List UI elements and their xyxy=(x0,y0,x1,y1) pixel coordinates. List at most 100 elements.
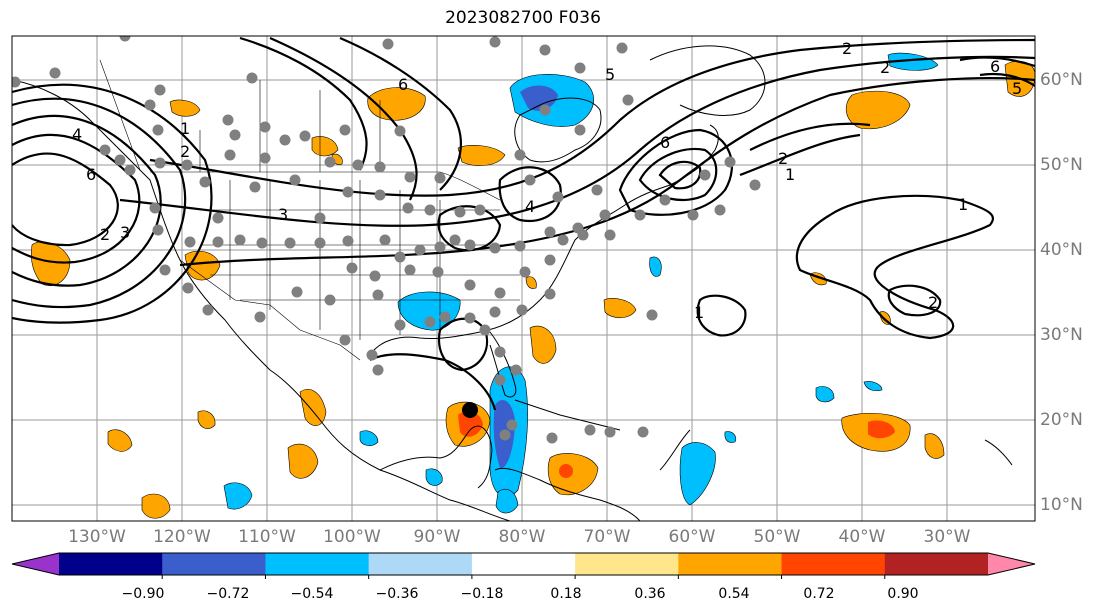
colorbar-tick-label: −0.90 xyxy=(122,586,165,602)
station-dot xyxy=(424,204,436,216)
colorbar-tick-label: −0.18 xyxy=(461,586,504,602)
colorbar-segment xyxy=(471,553,576,575)
colorbar-extend-min xyxy=(12,553,59,575)
station-markers xyxy=(12,36,761,444)
station-dot xyxy=(404,171,416,183)
colorbar-tick-label: 0.54 xyxy=(718,586,749,602)
station-dot xyxy=(314,212,326,224)
contour-label: 4 xyxy=(525,197,535,216)
map-title: 2023082700 F036 xyxy=(445,8,601,28)
station-dot xyxy=(339,334,351,346)
station-dot xyxy=(494,287,506,299)
station-dot xyxy=(402,202,414,214)
station-dot xyxy=(246,72,258,84)
contour-label: 1 xyxy=(958,195,968,214)
contour-label: 3 xyxy=(278,205,288,224)
colorbar-segment xyxy=(265,553,370,575)
lon-label: 30°W xyxy=(924,527,971,547)
station-dot xyxy=(222,114,234,126)
storm-center-marker xyxy=(462,402,478,418)
station-dot xyxy=(279,134,291,146)
station-dot xyxy=(284,237,296,249)
station-dot xyxy=(599,209,611,221)
lat-label: 30°N xyxy=(1040,325,1083,345)
lon-label: 130°W xyxy=(68,527,126,547)
station-dot xyxy=(519,266,531,278)
station-dot xyxy=(449,234,461,246)
colorbar-tick-label: 0.72 xyxy=(803,586,834,602)
colorbar-tick-label: −0.36 xyxy=(376,586,419,602)
station-dot xyxy=(432,266,444,278)
station-dot xyxy=(544,226,556,238)
station-dot xyxy=(181,159,193,171)
station-dot xyxy=(591,184,603,196)
station-dot xyxy=(182,282,194,294)
contour-label: 5 xyxy=(1012,79,1022,98)
station-dot xyxy=(464,312,476,324)
lon-label: 110°W xyxy=(238,527,296,547)
colorbar-outline xyxy=(11,552,1036,576)
station-dot xyxy=(374,189,386,201)
station-dot xyxy=(489,242,501,254)
contour-lines xyxy=(12,36,1035,411)
station-dot xyxy=(584,424,596,436)
station-dot xyxy=(510,364,522,376)
station-dot xyxy=(299,130,311,142)
contour-label: 1 xyxy=(785,165,795,184)
station-dot xyxy=(212,212,224,224)
latitude-labels: 10°N 20°N 30°N 40°N 50°N 60°N xyxy=(1040,70,1083,515)
colorbar-tick-label: 0.36 xyxy=(634,586,665,602)
station-dot xyxy=(506,419,518,431)
station-dot xyxy=(149,202,161,214)
station-dot xyxy=(254,311,266,323)
station-dot xyxy=(687,209,699,221)
station-dot xyxy=(99,144,111,156)
colorbar-segment xyxy=(59,553,163,575)
station-dot xyxy=(159,264,171,276)
station-dot xyxy=(616,42,628,54)
station-dot xyxy=(516,304,528,316)
station-dot xyxy=(379,234,391,246)
contour-label: 6 xyxy=(660,133,670,152)
colorbar-tick-label: −0.72 xyxy=(207,586,250,602)
station-dot xyxy=(699,169,711,181)
station-dot xyxy=(229,129,241,141)
station-dot xyxy=(199,176,211,188)
colorbar-segment xyxy=(884,553,989,575)
lon-label: 80°W xyxy=(499,527,546,547)
contour-label: 6 xyxy=(86,165,96,184)
station-dot xyxy=(324,156,336,168)
station-dot xyxy=(539,104,551,116)
station-dot xyxy=(49,67,61,79)
station-dot xyxy=(291,286,303,298)
colorbar-segment xyxy=(162,553,266,575)
station-dot xyxy=(557,234,569,246)
colorbar xyxy=(11,552,1036,579)
contour-label: 1 xyxy=(180,119,190,138)
contour-label: 4 xyxy=(72,125,82,144)
station-dot xyxy=(374,161,386,173)
station-dot xyxy=(659,194,671,206)
station-dot xyxy=(324,294,336,306)
contour-label: 1 xyxy=(694,303,704,322)
colorbar-tick-labels: −0.90 −0.72 −0.54 −0.36 −0.18 0.18 0.36 … xyxy=(122,586,919,602)
contour-label: 6 xyxy=(398,75,408,94)
station-dot xyxy=(352,159,364,171)
station-dot xyxy=(439,311,451,323)
contour-label: 2 xyxy=(778,149,788,168)
station-dot xyxy=(256,237,268,249)
station-dot xyxy=(604,426,616,438)
station-dot xyxy=(552,191,564,203)
lat-label: 20°N xyxy=(1040,410,1083,430)
station-dot xyxy=(489,306,501,318)
contour-label: 2 xyxy=(880,58,890,77)
colorbar-tick-label: 0.18 xyxy=(550,586,581,602)
station-dot xyxy=(346,262,358,274)
station-dot xyxy=(434,172,446,184)
contour-label: 6 xyxy=(990,57,1000,76)
station-dot xyxy=(114,154,126,166)
contour-label: 2 xyxy=(100,225,110,244)
station-dot xyxy=(342,235,354,247)
station-dot xyxy=(489,36,501,48)
